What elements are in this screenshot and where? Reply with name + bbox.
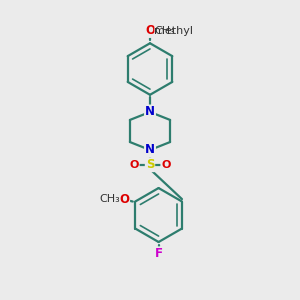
Text: CH₃: CH₃: [99, 194, 120, 204]
Text: N: N: [145, 106, 155, 118]
Text: S: S: [146, 158, 154, 171]
Text: methyl: methyl: [154, 26, 194, 35]
Text: N: N: [145, 143, 155, 157]
Text: F: F: [154, 247, 163, 260]
Text: CH₃: CH₃: [154, 26, 175, 35]
Text: O: O: [161, 160, 171, 170]
Text: O: O: [129, 160, 139, 170]
Text: O: O: [145, 24, 155, 37]
Text: O: O: [119, 193, 129, 206]
